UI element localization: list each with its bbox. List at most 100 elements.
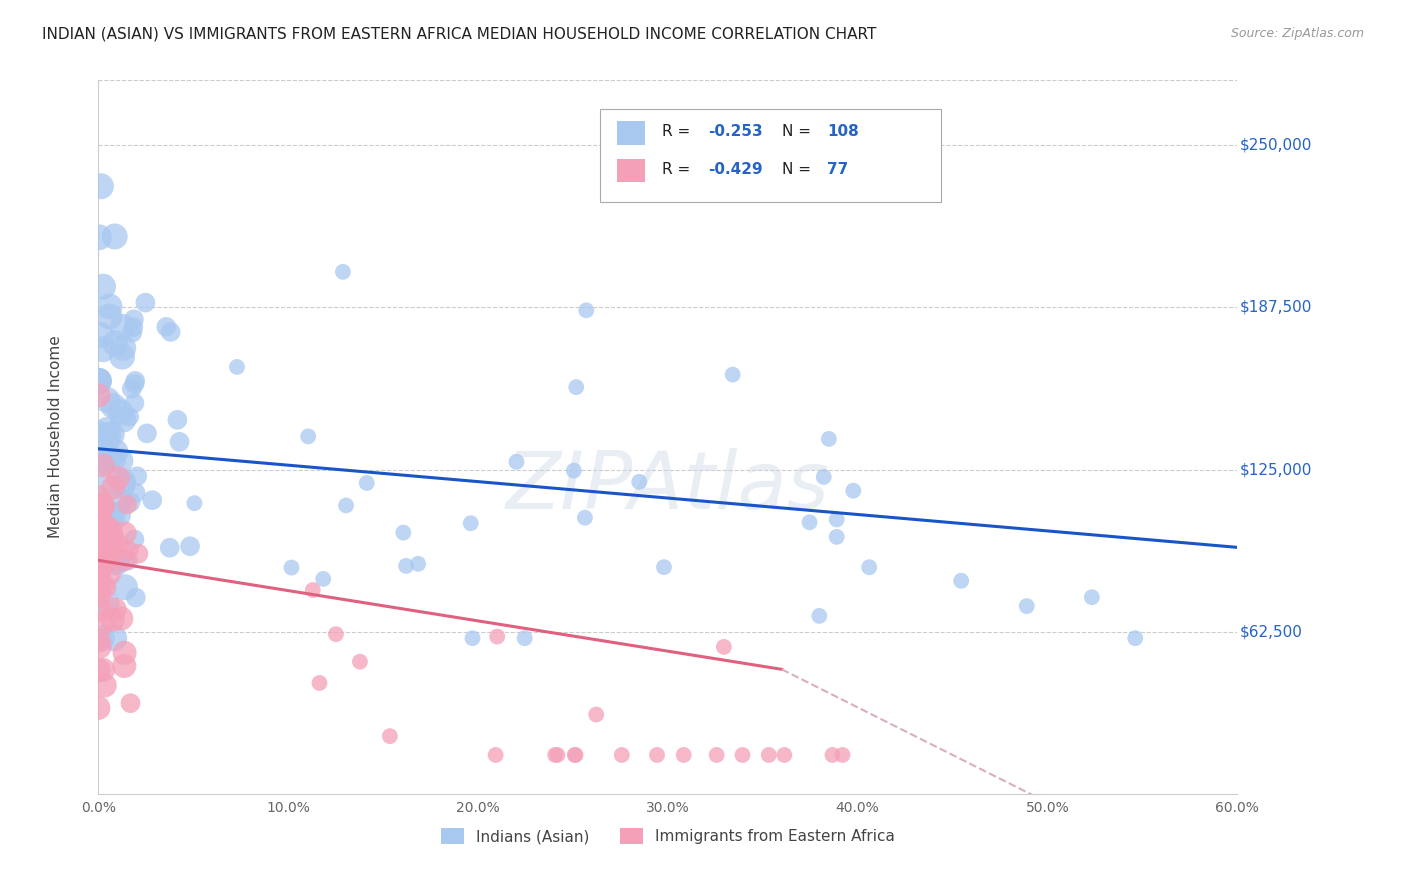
Point [100,427,122,442]
Point [111,350,134,364]
Text: 77: 77 [827,162,849,177]
Point [87,663,110,677]
Point [97,548,120,562]
Point [122,320,145,334]
Point [98,509,121,524]
Point [91,616,114,631]
Point [87,230,110,244]
Point [118,409,141,424]
Point [96,449,118,463]
Point [121,382,143,396]
Point [825,530,848,544]
Text: $187,500: $187,500 [1240,300,1312,315]
FancyBboxPatch shape [599,109,941,202]
Point [610,747,633,762]
Point [574,510,596,524]
FancyBboxPatch shape [617,121,645,145]
Point [575,303,598,318]
Point [825,512,848,526]
Point [301,582,323,597]
Point [98,535,121,549]
Point [115,498,138,512]
Point [90,511,112,525]
Point [93,524,115,538]
Point [91,499,114,513]
Text: N =: N = [782,124,811,139]
Point [87,589,110,603]
Point [90,515,112,529]
Point [121,326,143,340]
Point [105,538,128,552]
Text: R =: R = [662,124,696,139]
Point [124,486,146,500]
Point [114,580,136,594]
Text: -0.429: -0.429 [707,162,762,177]
Point [87,426,110,441]
Point [672,747,695,762]
Point [112,341,135,355]
Point [100,524,122,539]
Point [104,602,127,616]
Point [155,319,177,334]
Point [950,574,973,588]
Point [87,516,110,531]
Point [122,312,145,326]
Point [110,611,132,625]
Point [111,478,134,492]
Point [858,560,880,574]
Point [112,412,135,426]
Point [842,483,865,498]
Point [112,552,135,566]
Point [87,388,110,402]
Point [505,455,527,469]
Legend: Indians (Asian), Immigrants from Eastern Africa: Indians (Asian), Immigrants from Eastern… [434,822,901,850]
Point [1015,599,1038,613]
Text: R =: R = [662,162,696,177]
Point [124,374,146,388]
Point [721,368,744,382]
Point [91,663,114,677]
Point [308,676,330,690]
Point [392,525,415,540]
Point [731,747,754,762]
Point [87,512,110,526]
Point [356,475,378,490]
Point [91,631,114,645]
Point [706,747,728,762]
Point [87,490,110,504]
Point [486,630,509,644]
Text: $125,000: $125,000 [1240,462,1312,477]
Point [97,429,120,443]
Point [98,566,121,581]
Point [93,678,115,692]
Point [169,434,191,449]
Point [91,452,114,467]
Point [91,529,114,543]
Point [117,554,139,568]
Point [564,747,586,762]
Point [96,597,118,611]
Text: Median Household Income: Median Household Income [48,335,63,539]
Point [120,696,142,710]
Point [96,549,118,563]
Point [104,229,127,244]
Point [166,413,188,427]
Point [773,747,796,762]
Point [101,508,124,522]
Text: $250,000: $250,000 [1240,137,1312,153]
Point [87,567,110,582]
Point [562,464,585,478]
Point [141,493,163,508]
Point [87,701,110,715]
Point [544,747,567,762]
Point [628,475,651,489]
Point [98,310,121,324]
Point [87,374,110,388]
Text: N =: N = [782,162,811,177]
Point [89,602,111,616]
Point [127,469,149,483]
Point [96,392,118,407]
Point [645,747,668,762]
Point [349,655,371,669]
Point [513,631,536,645]
